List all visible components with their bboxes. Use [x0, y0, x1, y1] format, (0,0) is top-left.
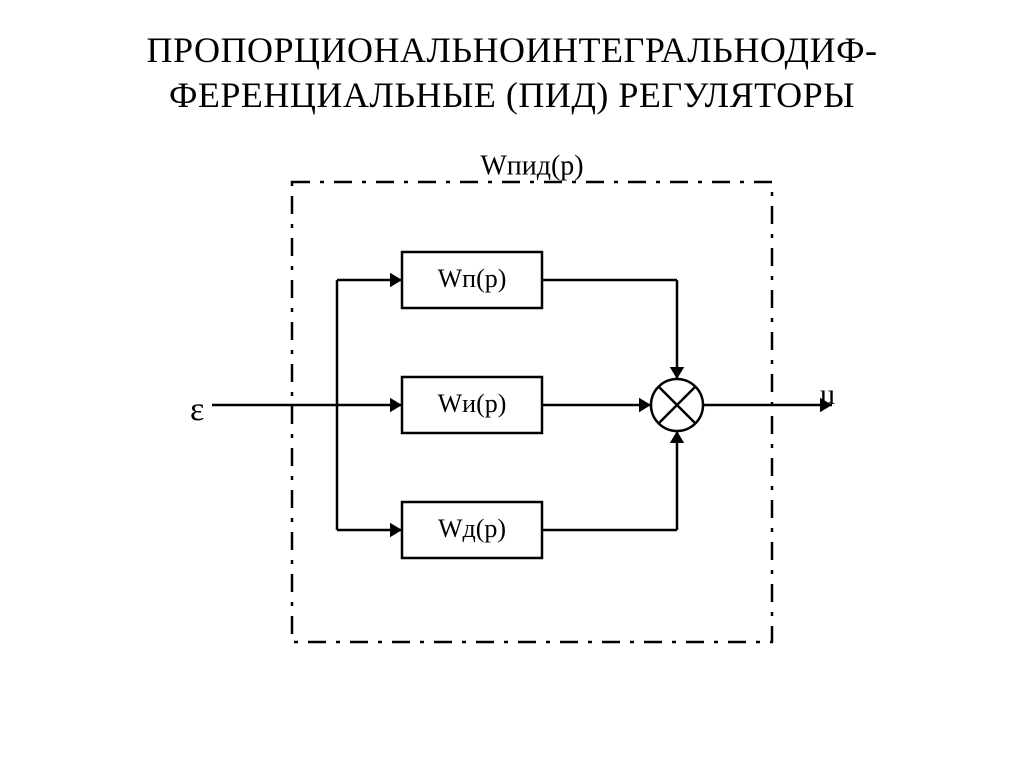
svg-text:Wпид(p): Wпид(p) [480, 150, 583, 181]
pid-block-diagram: Wпид(p) ε Wп(p) Wи(p) Wд(p) u [172, 142, 852, 662]
svg-text:Wд(p): Wд(p) [438, 514, 506, 543]
title-line-2: ФЕРЕНЦИАЛЬНЫЕ (ПИД) РЕГУЛЯТОРЫ [169, 75, 855, 115]
svg-text:u: u [820, 378, 835, 411]
diagram-container: Wпид(p) ε Wп(p) Wи(p) Wд(p) u [0, 142, 1024, 662]
svg-text:ε: ε [190, 391, 204, 428]
page-title: ПРОПОРЦИОНАЛЬНОИНТЕГРАЛЬНОДИФ- ФЕРЕНЦИАЛ… [0, 0, 1024, 118]
svg-text:Wи(p): Wи(p) [438, 389, 507, 418]
title-line-1: ПРОПОРЦИОНАЛЬНОИНТЕГРАЛЬНОДИФ- [146, 30, 877, 70]
svg-text:Wп(p): Wп(p) [438, 264, 507, 293]
